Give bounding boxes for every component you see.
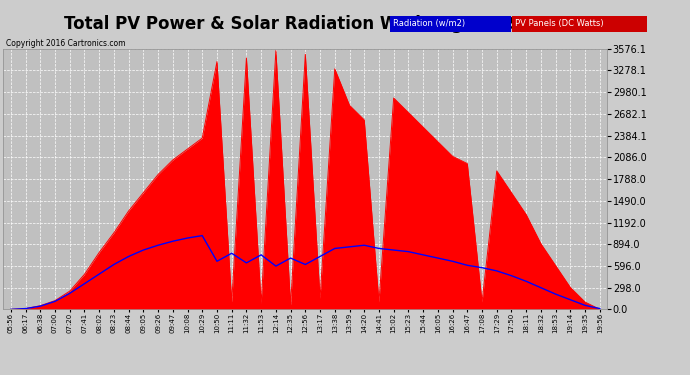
- Text: PV Panels (DC Watts): PV Panels (DC Watts): [515, 19, 604, 28]
- Text: Radiation (w/m2): Radiation (w/m2): [393, 19, 466, 28]
- Text: Copyright 2016 Cartronics.com: Copyright 2016 Cartronics.com: [6, 39, 125, 48]
- Text: Total PV Power & Solar Radiation Wed Aug 10 19:57: Total PV Power & Solar Radiation Wed Aug…: [63, 15, 551, 33]
